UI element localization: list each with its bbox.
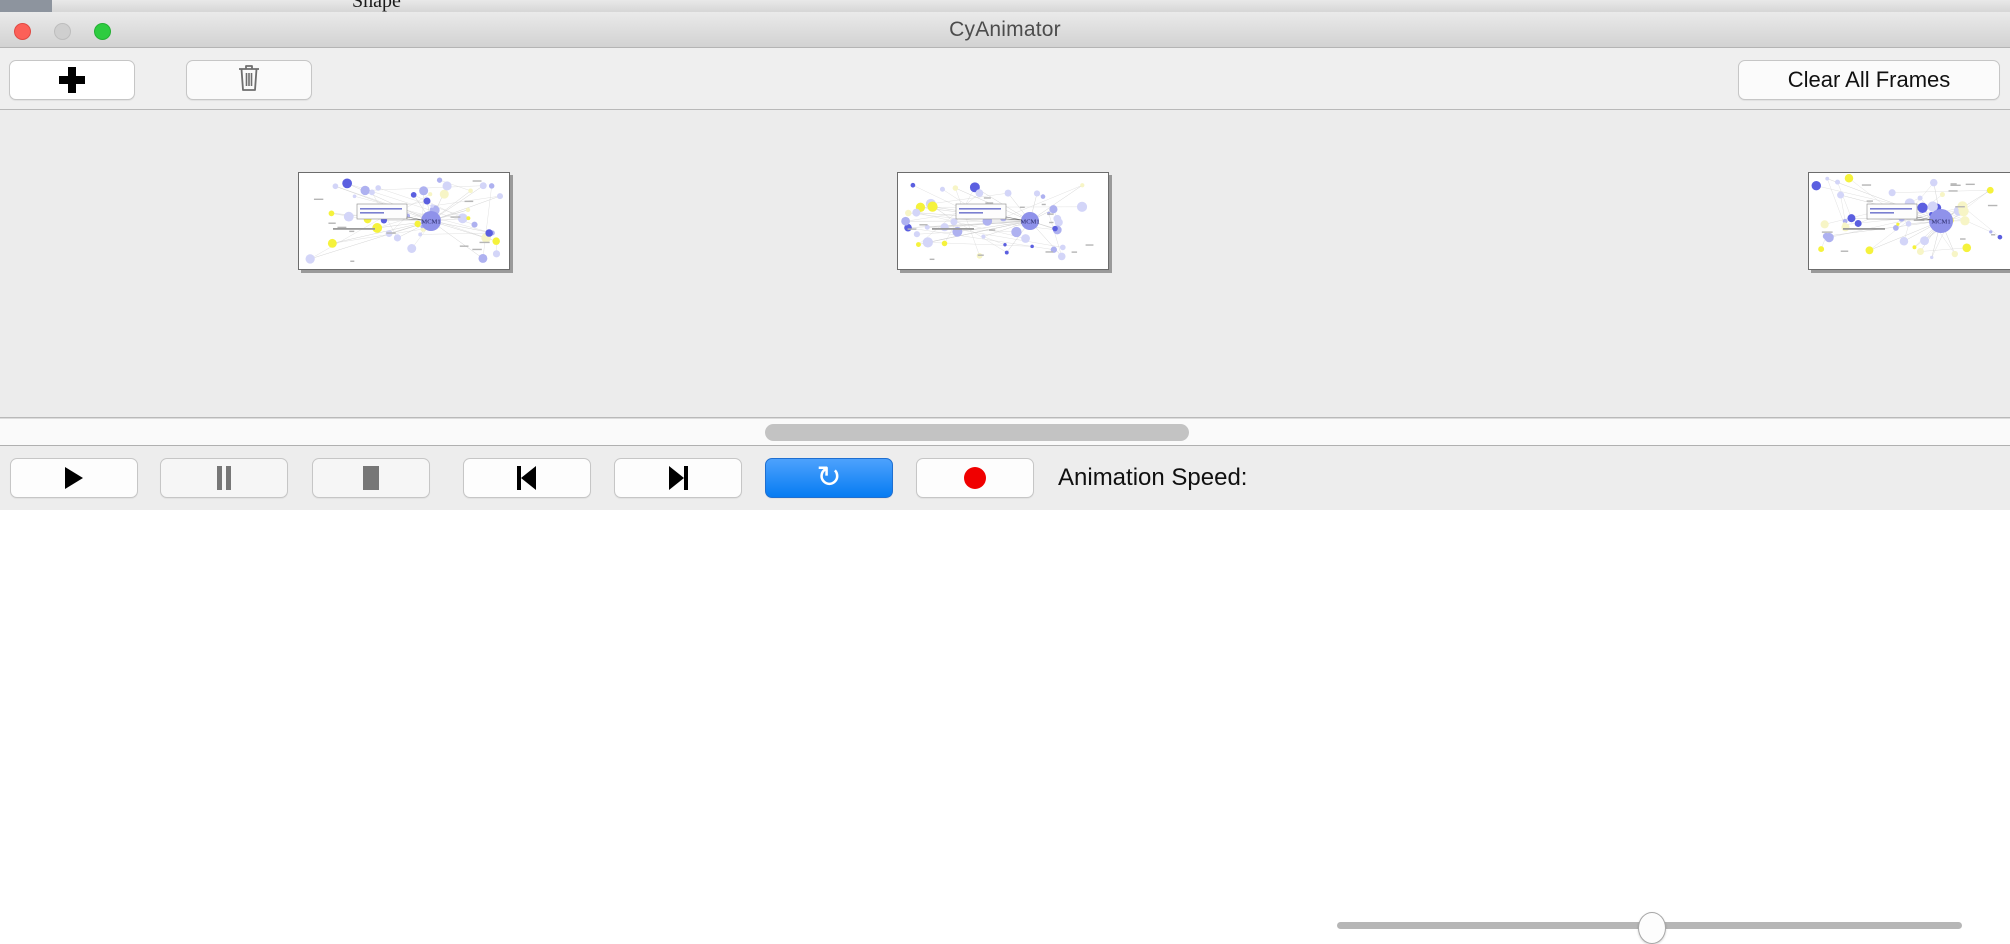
title-bar: CyAnimator [0,12,2010,48]
trash-icon [236,63,262,98]
skip-fwd-icon [668,466,688,490]
cyanimator-window: Shape CyAnimator Clear All Frames MCM1 MC… [0,0,2010,510]
pause-icon [216,466,232,490]
toolbar: Clear All Frames [0,48,2010,110]
timeline-frame-thumbnail[interactable]: MCM1 [1808,172,2010,270]
frame-network-preview: MCM1 [898,173,1108,269]
clear-all-frames-button[interactable]: Clear All Frames [1738,60,2000,100]
pause-button[interactable] [160,458,288,498]
timeline-frame-thumbnail[interactable]: MCM1 [298,172,510,270]
svg-text:MCM1: MCM1 [1931,219,1950,226]
record-icon [964,467,986,489]
animation-speed-label: Animation Speed: [1058,458,1247,498]
stop-icon [363,466,379,490]
loop-button[interactable]: ↻ [765,458,893,498]
next-button[interactable] [614,458,742,498]
add-frame-button[interactable] [9,60,135,100]
plus-icon [59,67,85,93]
sliver-label: Shape [352,0,401,12]
play-icon [65,467,83,489]
stop-button[interactable] [312,458,430,498]
loop-icon: ↻ [816,463,841,493]
playback-control-bar: ↻ Animation Speed: [0,446,2010,510]
animation-speed-slider-knob[interactable] [1638,912,1666,944]
skip-back-icon [517,466,537,490]
delete-frame-button[interactable] [186,60,312,100]
previous-button[interactable] [463,458,591,498]
frame-network-preview: MCM1 [1809,173,2010,269]
window-title: CyAnimator [0,12,2010,48]
record-button[interactable] [916,458,1034,498]
frame-network-preview: MCM1 [299,173,509,269]
background-window-sliver: Shape [0,0,2010,12]
play-button[interactable] [10,458,138,498]
timeline-frame-thumbnail[interactable]: MCM1 [897,172,1109,270]
scrollbar-thumb[interactable] [765,424,1189,441]
svg-text:MCM1: MCM1 [1020,219,1039,226]
timeline-scrollbar[interactable] [0,418,2010,446]
svg-text:MCM1: MCM1 [421,219,440,226]
